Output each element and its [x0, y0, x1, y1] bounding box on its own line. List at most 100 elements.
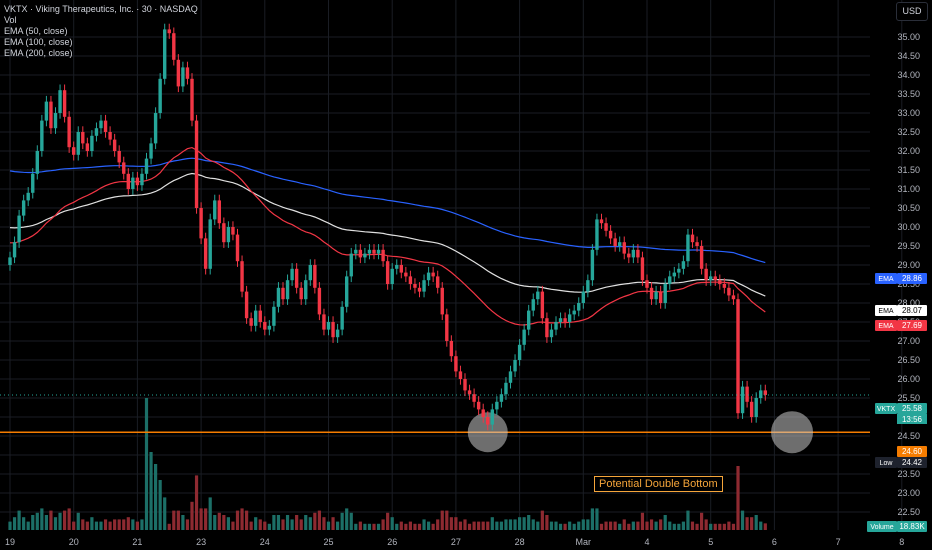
- candle-body: [663, 284, 667, 303]
- volume-bar: [686, 510, 690, 530]
- candle-body: [699, 246, 704, 269]
- candle-body: [349, 253, 353, 277]
- candle-body: [203, 238, 208, 269]
- date-tick-label: 6: [772, 537, 777, 547]
- candle-body: [408, 276, 413, 284]
- volume-bar: [467, 523, 472, 530]
- candle-body: [567, 314, 572, 322]
- volume-bar: [436, 519, 440, 530]
- candle-body: [690, 234, 695, 243]
- volume-bar: [85, 521, 89, 530]
- price-tick-label: 24.50: [897, 431, 920, 441]
- chart-legend: VKTX · Viking Therapeutics, Inc. · 30 · …: [4, 4, 198, 59]
- volume-bar: [72, 521, 76, 530]
- price-tick-label: 30.00: [897, 222, 920, 232]
- candle-body: [345, 276, 349, 307]
- volume-bar: [367, 523, 372, 530]
- volume-bar: [295, 515, 299, 530]
- price-label-ema: EMA 27.69: [875, 320, 927, 331]
- candle-body: [35, 151, 39, 174]
- candle-body: [172, 33, 176, 60]
- volume-bar: [336, 521, 340, 530]
- price-tick-label: 27.00: [897, 336, 920, 346]
- volume-bar: [135, 521, 139, 530]
- volume-bar: [654, 521, 658, 530]
- candle-body: [504, 382, 508, 395]
- volume-bar: [672, 523, 676, 530]
- volume-bar: [640, 512, 645, 530]
- candle-body: [194, 120, 199, 208]
- volume-legend[interactable]: Vol: [4, 15, 17, 25]
- candle-body: [490, 409, 494, 425]
- volume-bar: [90, 517, 94, 530]
- price-tick-label: 23.00: [897, 488, 920, 498]
- candle-body: [440, 287, 444, 315]
- volume-bar: [581, 519, 585, 530]
- candle-body: [658, 291, 663, 303]
- candle-body: [436, 276, 440, 288]
- volume-bar: [113, 519, 117, 530]
- volume-bar: [304, 515, 308, 530]
- volume-bar: [531, 519, 535, 530]
- candle-body: [640, 257, 645, 281]
- ema-50-legend[interactable]: EMA (50, close): [4, 26, 68, 36]
- candle-body: [249, 318, 253, 326]
- candle-body: [677, 268, 681, 273]
- candle-body: [62, 90, 67, 117]
- candle-body: [81, 132, 85, 144]
- volume-bar: [481, 521, 485, 530]
- date-tick-label: 27: [451, 537, 461, 547]
- volume-bar: [217, 512, 221, 530]
- candle-body: [135, 177, 140, 186]
- volume-bar: [144, 398, 149, 530]
- date-tick-label: Mar: [576, 537, 592, 547]
- candle-body: [399, 265, 403, 273]
- candle-body: [21, 200, 26, 216]
- volume-bar: [422, 519, 426, 530]
- candle-body: [217, 200, 221, 224]
- candle-body: [117, 151, 121, 163]
- volume-bar: [631, 521, 635, 530]
- price-tick-label: 28.00: [897, 298, 920, 308]
- candle-body: [163, 29, 167, 79]
- date-tick-label: 25: [323, 537, 333, 547]
- price-label-tag: [875, 305, 897, 316]
- volume-bar: [140, 519, 144, 530]
- price-label-sub: 13:56: [902, 415, 923, 424]
- date-tick-label: 20: [69, 537, 79, 547]
- candle-body: [704, 268, 708, 281]
- candle-body: [754, 398, 758, 417]
- volume-bar: [390, 517, 394, 530]
- volume-bar: [149, 452, 153, 530]
- candle-body: [167, 29, 171, 34]
- candle-body: [740, 386, 745, 414]
- ema-200-legend[interactable]: EMA (200, close): [4, 48, 73, 58]
- candle-body: [103, 120, 108, 132]
- candle-body: [499, 394, 504, 402]
- candle-body: [736, 299, 740, 414]
- currency-button[interactable]: USD: [896, 2, 928, 21]
- double-bottom-annotation[interactable]: Potential Double Bottom: [594, 476, 723, 492]
- volume-bar: [513, 519, 517, 530]
- ema-100-legend[interactable]: EMA (100, close): [4, 37, 73, 47]
- candle-body: [590, 249, 595, 281]
- volume-bar: [117, 519, 121, 530]
- candle-body: [422, 280, 426, 292]
- candle-body: [376, 249, 381, 254]
- volume-bar: [586, 519, 590, 530]
- volume-bar: [622, 519, 626, 530]
- price-tick-label: 33.00: [897, 108, 920, 118]
- candle-body: [285, 280, 290, 300]
- volume-bar: [554, 521, 558, 530]
- symbol-title[interactable]: VKTX · Viking Therapeutics, Inc. · 30 · …: [4, 4, 198, 14]
- volume-bar: [522, 517, 526, 530]
- volume-bar: [604, 521, 608, 530]
- candle-body: [481, 409, 485, 417]
- volume-bar: [618, 523, 622, 530]
- volume-bar: [272, 515, 276, 530]
- candle-body: [363, 253, 367, 258]
- price-tick-label: 31.00: [897, 184, 920, 194]
- candle-body: [308, 265, 312, 281]
- volume-bar: [190, 501, 194, 530]
